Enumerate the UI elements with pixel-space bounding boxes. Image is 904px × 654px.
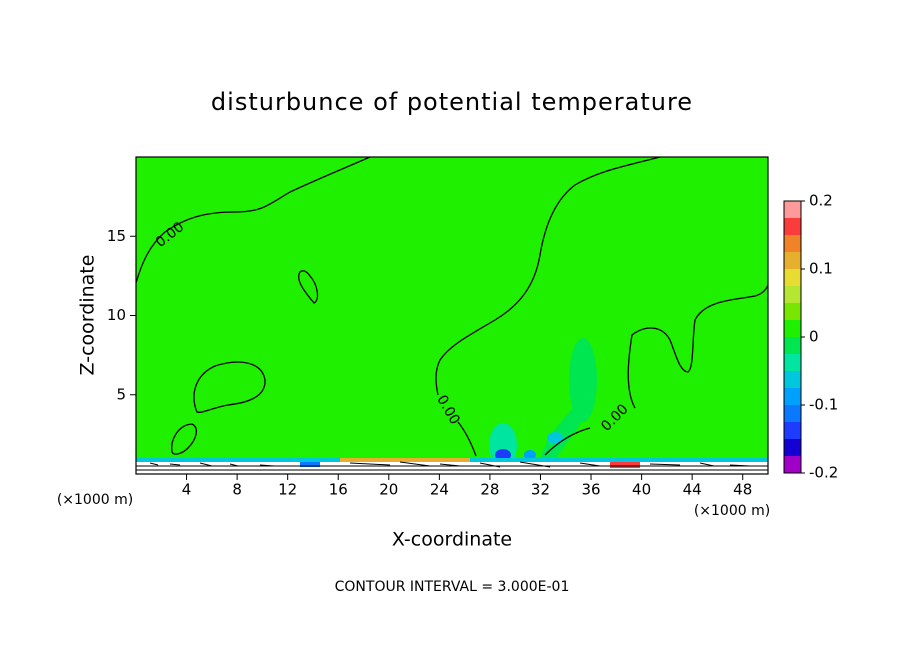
colorbar-tick-label: -0.2 bbox=[809, 464, 838, 482]
field-fill bbox=[540, 400, 590, 460]
contour-line bbox=[135, 156, 371, 284]
field-fill bbox=[569, 338, 597, 422]
colorbar-segment bbox=[784, 201, 801, 218]
x-unit-label: (×1000 m) bbox=[57, 492, 133, 508]
x-axis-title: X-coordinate bbox=[392, 529, 512, 551]
colorbar-segment bbox=[784, 286, 801, 303]
x-tick-label: 40 bbox=[632, 481, 651, 499]
contour-line bbox=[544, 284, 769, 456]
contour-line bbox=[457, 421, 477, 457]
x-tick-label: 12 bbox=[278, 481, 297, 499]
chart-title: disturbunce of potential temperature bbox=[211, 88, 693, 116]
colorbar-segment bbox=[784, 405, 801, 422]
field-fill bbox=[136, 157, 768, 474]
contour-line bbox=[435, 156, 661, 396]
y-tick-label: 5 bbox=[116, 385, 126, 403]
colorbar-segment bbox=[784, 354, 801, 371]
colorbar-tick-label: 0.2 bbox=[809, 192, 833, 210]
colorbar-tick-label: 0 bbox=[809, 328, 819, 346]
colorbar-tick-label: -0.1 bbox=[809, 396, 838, 414]
x-tick-label: 36 bbox=[581, 481, 600, 499]
footnote: CONTOUR INTERVAL = 3.000E-01 bbox=[335, 579, 570, 595]
colorbar-segment bbox=[784, 235, 801, 252]
colorbar-segment bbox=[784, 422, 801, 439]
contour-line bbox=[298, 270, 319, 304]
colorbar-segment bbox=[784, 303, 801, 320]
x-tick-label: 28 bbox=[480, 481, 499, 499]
colorbar-segment bbox=[784, 388, 801, 405]
terrain-strip bbox=[300, 462, 320, 467]
colorbar-segment bbox=[784, 218, 801, 235]
field-fill bbox=[547, 432, 563, 444]
plot-area bbox=[135, 156, 769, 474]
colorbar-tick-label: 0.1 bbox=[809, 260, 833, 278]
colorbar-segment bbox=[784, 371, 801, 388]
x-tick-label: 8 bbox=[232, 481, 242, 499]
contour-line bbox=[171, 423, 198, 455]
y-tick-label: 10 bbox=[107, 306, 126, 324]
colorbar-segment bbox=[784, 252, 801, 269]
x-tick-label: 24 bbox=[430, 481, 449, 499]
x-tick-label: 44 bbox=[683, 481, 702, 499]
x-tick-label: 16 bbox=[329, 481, 348, 499]
y-tick-label: 15 bbox=[107, 227, 126, 245]
x-unit-label: (×1000 m) bbox=[694, 503, 770, 519]
colorbar-segment bbox=[784, 269, 801, 286]
field-fill bbox=[524, 450, 536, 460]
x-tick-label: 48 bbox=[733, 481, 752, 499]
contour-line bbox=[193, 361, 266, 414]
x-tick-label: 32 bbox=[531, 481, 550, 499]
colorbar-segment bbox=[784, 337, 801, 354]
x-tick-label: 20 bbox=[379, 481, 398, 499]
x-tick-label: 4 bbox=[182, 481, 192, 499]
terrain-strip bbox=[340, 458, 470, 462]
colorbar-segment bbox=[784, 320, 801, 337]
colorbar-segment bbox=[784, 456, 801, 473]
colorbar-segment bbox=[784, 439, 801, 456]
terrain-strip bbox=[610, 462, 640, 468]
y-axis-title: Z-coordinate bbox=[77, 255, 99, 376]
terrain-lines bbox=[136, 461, 768, 471]
